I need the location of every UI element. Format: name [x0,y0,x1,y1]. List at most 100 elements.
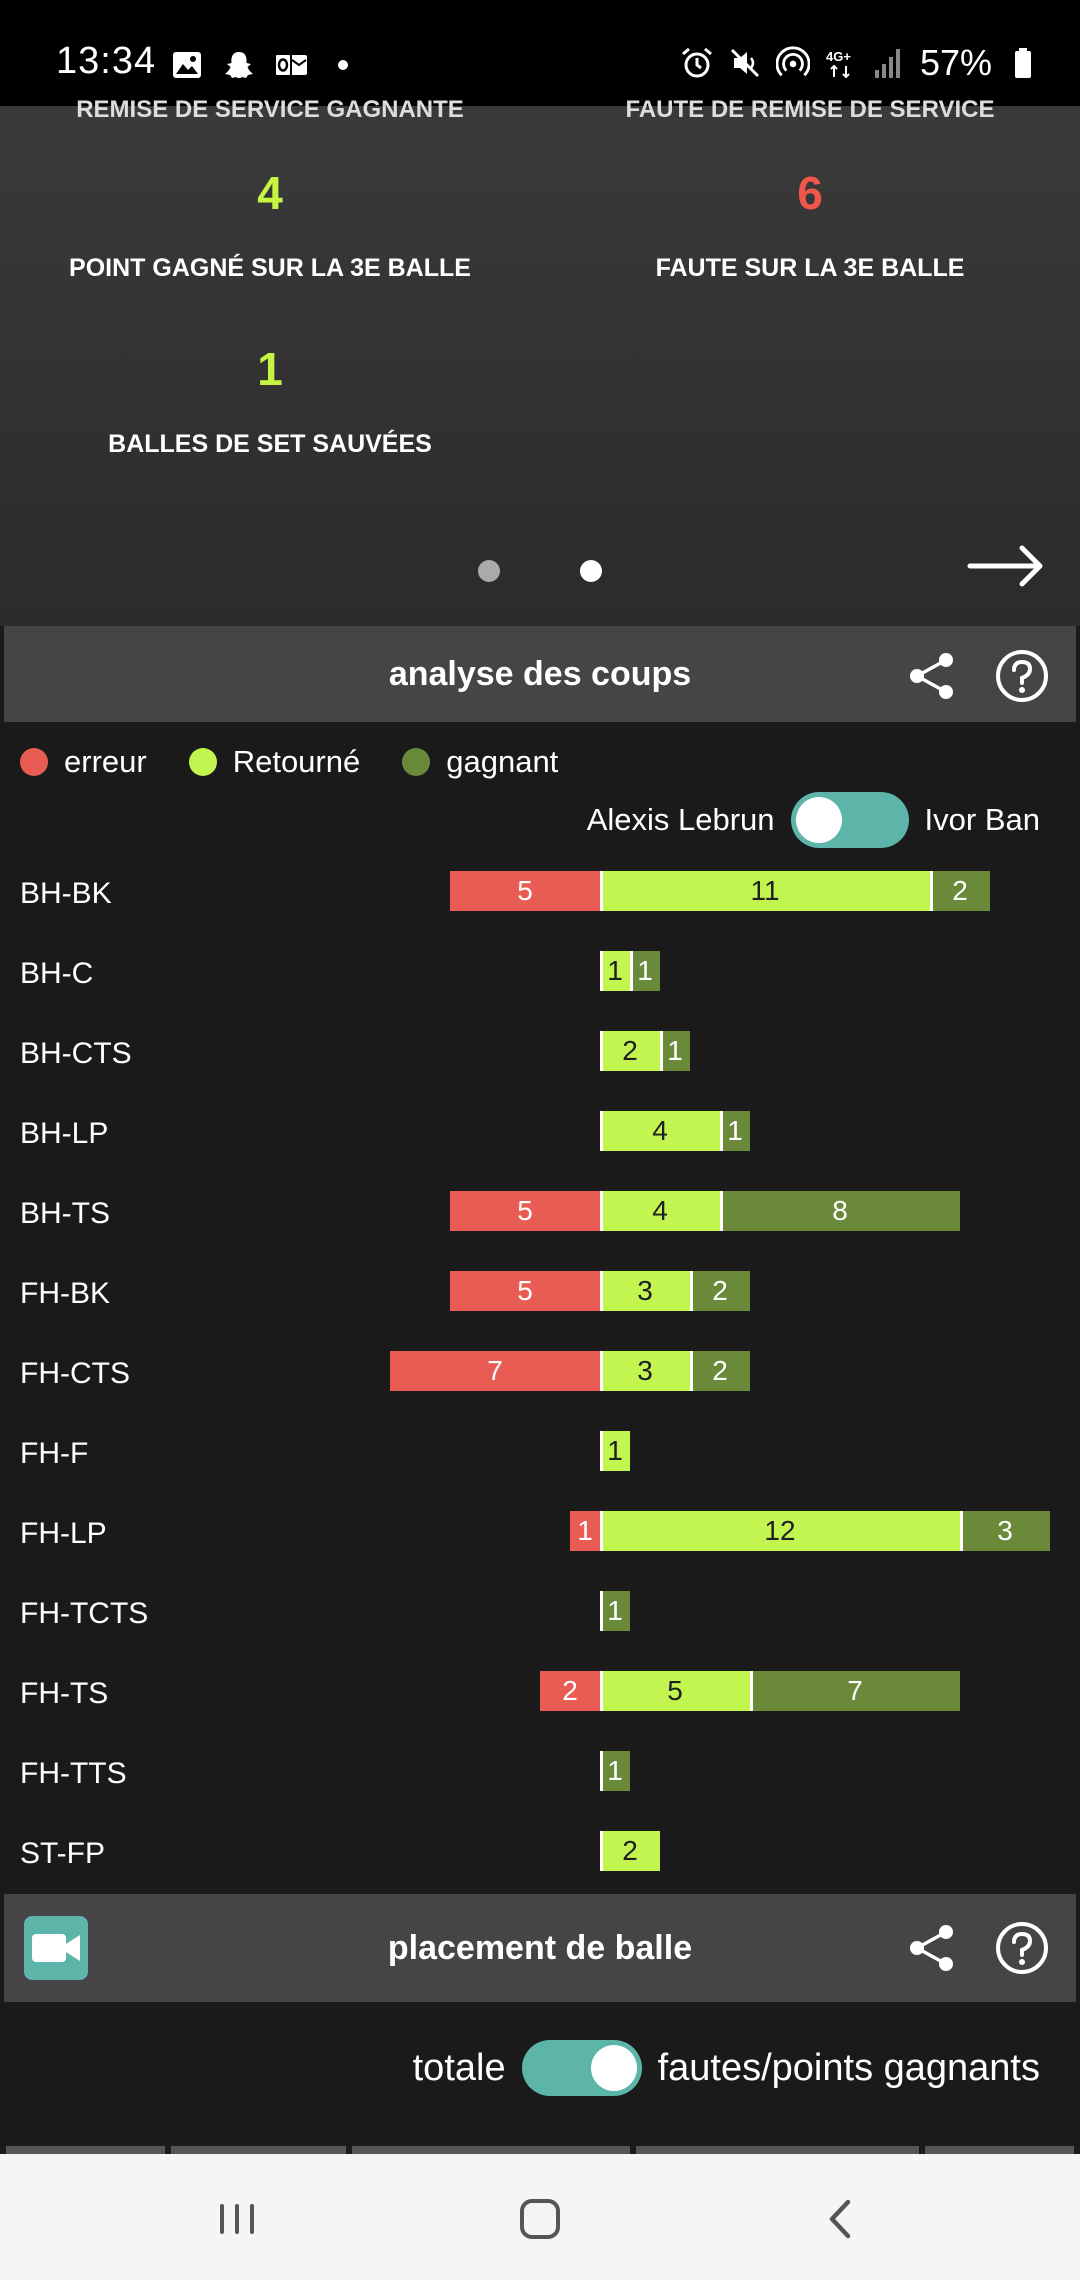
back-button[interactable] [806,2184,876,2254]
mute-icon [728,46,762,80]
chart-row: BH-C 1 1 [0,935,1080,1015]
stat-label: FAUTE SUR LA 3E BALLE [655,254,965,282]
bar-segment-erreur: 7 [390,1351,600,1391]
chart-row: FH-F 1 [0,1415,1080,1495]
mode-right-label: fautes/points gagnants [657,2046,1040,2089]
placement-title: placement de balle [387,1929,693,1967]
legend-item-erreur: erreur [20,744,147,780]
stat-cut-label-left: REMISE DE SERVICE GAGNANTE [76,96,464,120]
chart-row: FH-BK 5 3 2 [0,1255,1080,1335]
bar-segment-gagnant: 1 [600,1591,630,1631]
stat-cut-label-right: FAUTE DE REMISE DE SERVICE [625,96,995,120]
chart-row-label: BH-TS [20,1197,110,1230]
bar-segment-gagnant: 2 [690,1271,750,1311]
stat-value: 6 [797,167,823,219]
share-icon [910,1925,953,1971]
recent-apps-button[interactable] [202,2184,272,2254]
bar-segment-gagnant: 2 [690,1351,750,1391]
page-indicator [478,560,602,582]
help-icon [996,650,1048,702]
status-bar: 13:34 4G+ 57% [0,0,1080,106]
chart-row: FH-TS 2 5 7 [0,1655,1080,1735]
chart-row: FH-CTS 7 3 2 [0,1335,1080,1415]
share-icon [910,653,953,699]
chart-row: BH-CTS 2 1 [0,1015,1080,1095]
help-icon [996,1922,1048,1974]
bar-segment-erreur: 5 [450,1191,600,1231]
chart-row-label: BH-C [20,957,94,990]
bar-segment-erreur: 5 [450,1271,600,1311]
hotspot-icon [775,46,810,80]
bar-segment-Retourné: 3 [600,1271,690,1311]
bar-segment-Retourné: 1 [600,951,630,991]
signal-icon [872,46,906,80]
shot-analysis-title: analyse des coups [388,655,692,693]
placement-share-button[interactable] [904,1920,960,1976]
bar-segment-erreur: 5 [450,871,600,911]
dot-icon [326,48,360,82]
placement-header: placement de balle [4,1894,1076,2002]
player-left-label: Alexis Lebrun [586,802,775,837]
chart-row: FH-TCTS 1 [0,1575,1080,1655]
placement-help-button[interactable] [994,1920,1050,1976]
bar-segment-gagnant: 7 [750,1671,960,1711]
bar-segment-Retourné: 3 [600,1351,690,1391]
legend-swatch [402,748,431,776]
mode-left-label: totale [412,2046,506,2089]
chart-row: FH-LP 1 12 3 [0,1495,1080,1575]
battery-percent: 57% [919,42,992,83]
chart-row: BH-LP 4 1 [0,1095,1080,1175]
bar-segment-Retourné: 2 [600,1031,660,1071]
stat-third-ball-fault: 6 FAUTE SUR LA 3E BALLE [540,166,1080,283]
page-dot-2-active[interactable] [580,560,602,582]
bar-segment-Retourné: 4 [600,1191,720,1231]
chart-row-label: FH-BK [20,1277,110,1310]
legend-label: erreur [64,744,147,779]
stat-third-ball-won: 4 POINT GAGNÉ SUR LA 3E BALLE [0,166,540,283]
outlook-icon [274,48,308,82]
chart-row-label: BH-LP [20,1117,109,1150]
stat-value: 4 [257,167,283,219]
toggle-knob [795,797,842,843]
recent-apps-icon [220,2204,254,2234]
home-button[interactable] [505,2184,575,2254]
next-arrow-button[interactable] [966,526,1046,606]
legend-item-retourne: Retourné [188,744,361,780]
stat-set-balls-saved: 1 BALLES DE SET SAUVÉES [0,342,540,459]
chart-legend: erreur Retourné gagnant [20,744,600,780]
stats-panel: REMISE DE SERVICE GAGNANTE FAUTE DE REMI… [0,96,1080,626]
chart-row-label: BH-BK [20,877,112,910]
stat-label: POINT GAGNÉ SUR LA 3E BALLE [69,254,471,282]
bar-segment-gagnant: 1 [630,951,660,991]
gallery-icon [170,48,204,82]
bar-segment-gagnant: 1 [660,1031,690,1071]
share-button[interactable] [904,648,960,704]
snapchat-icon [222,48,256,82]
page-dot-1[interactable] [478,560,500,582]
bar-segment-Retourné: 5 [600,1671,750,1711]
chart-row: ST-FP 2 [0,1815,1080,1895]
chart-row: FH-TTS 1 [0,1735,1080,1815]
placement-mode-toggle[interactable] [521,2040,642,2096]
status-time: 13:34 [56,40,157,82]
legend-label: Retourné [232,744,361,779]
placement-mode-toggle-group: totale fautes/points gagnants [413,2040,1040,2096]
legend-swatch [20,748,48,776]
video-button[interactable] [24,1916,88,1980]
help-button[interactable] [994,648,1050,704]
toggle-knob [590,2045,637,2091]
stat-value: 1 [257,343,283,395]
chart-row-label: FH-LP [20,1517,107,1550]
bar-segment-erreur: 1 [570,1511,600,1551]
4g-icon: 4G+ [824,46,858,80]
chart-row: BH-TS 5 4 8 [0,1175,1080,1255]
chart-row-label: BH-CTS [20,1037,132,1070]
player-toggle-switch[interactable] [790,792,909,848]
bar-segment-Retourné: 12 [600,1511,960,1551]
back-icon [829,2199,851,2239]
system-nav-bar [0,2154,1080,2280]
bar-segment-gagnant: 8 [720,1191,960,1231]
legend-item-gagnant: gagnant [402,744,558,780]
chart-row-label: ST-FP [20,1837,106,1870]
player-toggle-group: Alexis Lebrun Ivor Ban [587,792,1040,848]
